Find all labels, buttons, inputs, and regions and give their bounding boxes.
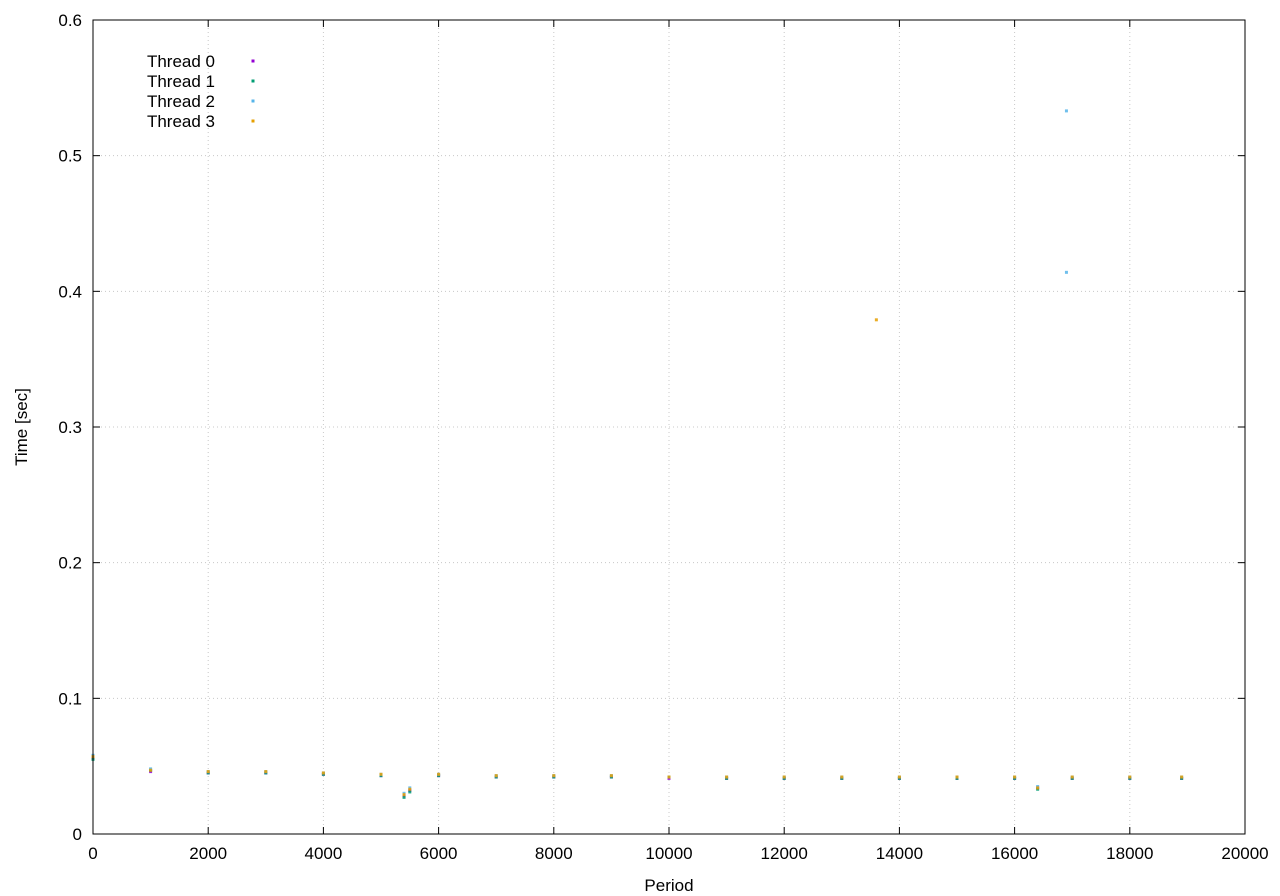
legend-marker — [251, 119, 255, 123]
legend-label: Thread 2 — [147, 92, 215, 111]
data-point — [264, 770, 268, 774]
data-point — [402, 795, 406, 799]
data-point — [1180, 775, 1184, 779]
x-tick-label: 6000 — [420, 844, 458, 863]
legend-marker — [251, 59, 255, 63]
series-thread-2 — [91, 109, 1184, 795]
x-tick-label: 12000 — [761, 844, 808, 863]
legend-label: Thread 1 — [147, 72, 215, 91]
x-tick-label: 20000 — [1221, 844, 1268, 863]
data-point — [897, 775, 901, 779]
x-tick-label: 16000 — [991, 844, 1038, 863]
data-point — [402, 793, 406, 797]
data-point — [408, 787, 412, 791]
y-tick-label: 0.3 — [58, 418, 82, 437]
data-point — [725, 775, 729, 779]
data-point — [874, 318, 878, 322]
x-tick-label: 2000 — [189, 844, 227, 863]
data-point — [149, 768, 153, 772]
series-thread-1 — [91, 757, 1184, 799]
legend-marker — [251, 99, 255, 103]
series-thread-0 — [91, 756, 1184, 798]
data-point — [321, 771, 325, 775]
data-point — [437, 772, 441, 776]
y-tick-label: 0.5 — [58, 147, 82, 166]
data-point — [609, 774, 613, 778]
legend-marker — [251, 79, 255, 83]
data-point — [1013, 775, 1017, 779]
x-tick-label: 0 — [88, 844, 97, 863]
x-tick-label: 4000 — [304, 844, 342, 863]
data-point — [782, 775, 786, 779]
x-tick-label: 14000 — [876, 844, 923, 863]
ticks-layer — [92, 19, 1246, 835]
data-point — [1064, 109, 1068, 113]
data-point — [667, 775, 671, 779]
grid-layer — [93, 20, 1245, 834]
data-point — [840, 775, 844, 779]
data-point — [379, 772, 383, 776]
data-point — [1128, 775, 1132, 779]
y-tick-label: 0.6 — [58, 11, 82, 30]
data-point — [494, 774, 498, 778]
x-tick-label: 18000 — [1106, 844, 1153, 863]
y-tick-label: 0 — [73, 825, 82, 844]
series-thread-3 — [91, 318, 1184, 797]
legend-label: Thread 0 — [147, 52, 215, 71]
y-tick-label: 0.1 — [58, 689, 82, 708]
x-axis-label: Period — [644, 876, 693, 895]
data-point — [408, 790, 412, 794]
data-point — [1070, 775, 1074, 779]
x-tick-label: 8000 — [535, 844, 573, 863]
y-tick-label: 0.2 — [58, 554, 82, 573]
data-point — [552, 774, 556, 778]
data-point — [1064, 270, 1068, 274]
points-layer — [91, 109, 1184, 799]
data-point — [955, 775, 959, 779]
tick-labels-layer: 0 2000 4000 6000 8000 10000 12000 14000 16000 180… — [58, 11, 1268, 863]
y-tick-label: 0.4 — [58, 282, 82, 301]
data-point — [206, 770, 210, 774]
data-point — [1036, 786, 1040, 790]
y-axis-label: Time [sec] — [12, 388, 31, 466]
legend-label: Thread 3 — [147, 112, 215, 131]
x-tick-label: 10000 — [645, 844, 692, 863]
